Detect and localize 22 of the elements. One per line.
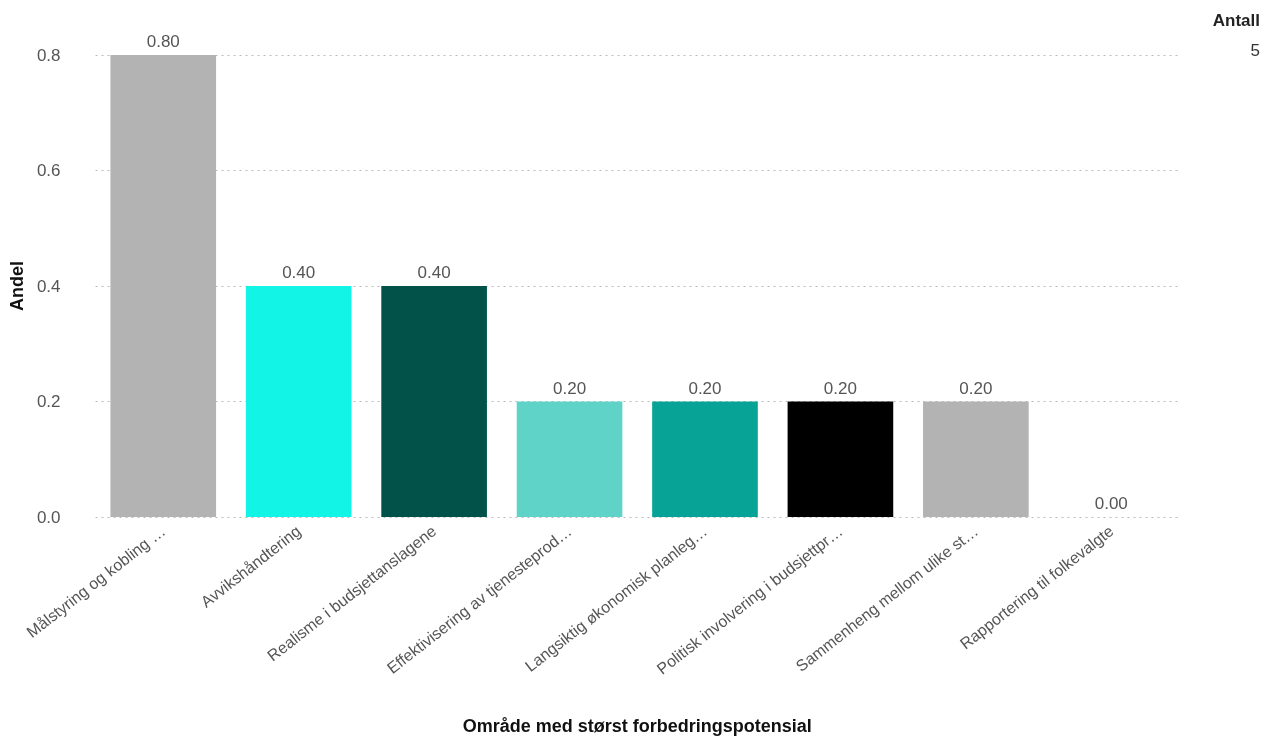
y-tick-label: 0.8	[36, 45, 61, 65]
y-tick-label: 0.2	[36, 392, 61, 411]
y-axis-title: Andel	[7, 260, 27, 312]
y-tick-label: 0.4	[36, 276, 61, 296]
x-axis-title: Område med størst forbedringspotensial	[462, 716, 812, 736]
bar	[245, 286, 352, 517]
y-tick-label: 0.6	[36, 161, 61, 180]
bar	[652, 401, 758, 517]
data-label: 0.80	[146, 32, 180, 51]
bar	[381, 286, 487, 517]
data-label: 0.40	[282, 263, 316, 282]
data-label: 0.20	[959, 378, 993, 398]
y-tick-label: 0.0	[36, 507, 61, 527]
text: 5	[1250, 41, 1260, 60]
text: Antall	[1212, 11, 1260, 30]
bar	[516, 401, 623, 517]
data-label: 0.20	[823, 378, 857, 398]
data-label: 0.20	[553, 378, 587, 398]
bar	[787, 401, 894, 517]
data-label: 0.00	[1094, 494, 1128, 513]
data-label: 0.40	[417, 263, 451, 282]
data-label: 0.20	[688, 378, 722, 398]
